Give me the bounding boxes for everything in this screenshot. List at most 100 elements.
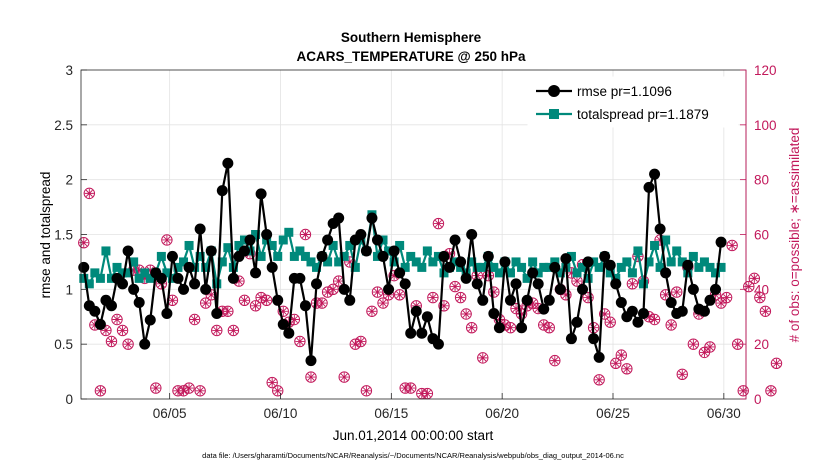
rmse-point — [499, 256, 511, 268]
rmse-point — [444, 261, 456, 273]
obs-assimilated-point — [483, 271, 493, 281]
totalspread-point — [323, 257, 333, 267]
totalspread-point — [666, 257, 676, 267]
rmse-point — [715, 236, 727, 248]
obs-assimilated-point — [223, 306, 233, 316]
rmse-point — [438, 250, 450, 262]
totalspread-point — [450, 257, 460, 267]
rmse-point — [654, 223, 666, 235]
totalspread-point — [661, 235, 671, 245]
totalspread-point — [672, 246, 682, 256]
rmse-point — [200, 283, 212, 295]
rmse-point — [477, 294, 489, 306]
totalspread-point — [417, 262, 427, 272]
y-tick-label: 1.5 — [54, 228, 73, 243]
obs-assimilated-point — [528, 298, 538, 308]
obs-possible-point — [460, 308, 472, 320]
obs-assimilated-point — [90, 320, 100, 330]
obs-assimilated-point — [389, 271, 399, 281]
obs-assimilated-point — [766, 386, 776, 396]
rmse-point — [604, 259, 616, 271]
totalspread-point — [694, 262, 704, 272]
x-tick-label: 06/25 — [596, 406, 630, 421]
obs-possible-point — [377, 297, 389, 309]
obs-assimilated-point — [550, 356, 560, 366]
obs-possible-point — [100, 324, 112, 337]
totalspread-point — [95, 273, 105, 283]
obs-assimilated-point — [566, 268, 577, 278]
rmse-point — [166, 250, 178, 262]
obs-possible-point — [737, 385, 749, 397]
obs-assimilated-point — [106, 336, 117, 347]
obs-assimilated-point — [716, 298, 726, 308]
rmse-point — [599, 250, 611, 262]
obs-assimilated-point — [422, 388, 432, 399]
obs-possible-point — [582, 291, 594, 304]
obs-assimilated-point — [561, 290, 571, 300]
obs-assimilated-point — [145, 265, 155, 275]
obs-possible-point — [626, 278, 639, 290]
rmse-point — [250, 267, 262, 279]
obs-possible-point — [371, 286, 384, 298]
totalspread-point — [179, 257, 189, 267]
totalspread-point — [566, 251, 576, 261]
rmse-point — [610, 278, 622, 290]
obs-possible-point — [238, 294, 251, 306]
rmse-point — [577, 283, 589, 295]
y-tick-label: 3 — [65, 63, 73, 78]
obs-assimilated-point — [367, 306, 377, 316]
obs-assimilated-point — [478, 353, 488, 363]
rmse-point — [543, 294, 555, 306]
rmse-point — [560, 253, 572, 265]
obs-assimilated-point — [544, 323, 554, 333]
obs-assimilated-point — [428, 292, 438, 303]
rmse-point — [261, 229, 273, 240]
obs-possible-point — [305, 371, 317, 383]
obs-assimilated-point — [201, 298, 211, 308]
obs-possible-point — [338, 371, 350, 383]
obs-assimilated-point — [733, 339, 743, 349]
totalspread-point — [284, 227, 294, 237]
rmse-point — [432, 338, 444, 350]
rmse-series — [78, 157, 727, 367]
obs-assimilated-point — [600, 309, 610, 319]
rmse-point — [338, 283, 350, 295]
chart-subtitle: ACARS_TEMPERATURE @ 250 hPa — [297, 49, 526, 64]
totalspread-point — [289, 251, 299, 261]
rmse-point — [455, 256, 467, 268]
obs-possible-point — [277, 305, 289, 317]
rmse-point — [333, 212, 345, 224]
rmse-point — [371, 234, 383, 246]
rmse-point — [637, 307, 649, 319]
totalspread-point — [389, 257, 399, 267]
obs-assimilated-point — [489, 287, 499, 297]
obs-possible-point — [720, 291, 733, 304]
totalspread-point — [223, 243, 233, 253]
rmse-point — [189, 278, 201, 290]
totalspread-point — [511, 257, 521, 267]
obs-assimilated-point — [328, 284, 338, 294]
rmse-point — [687, 283, 699, 295]
totalspread-point — [522, 273, 532, 283]
rmse-point — [710, 283, 722, 295]
y2-tick-label: 0 — [754, 392, 762, 407]
rmse-point — [593, 351, 605, 363]
totalspread-point — [433, 251, 443, 261]
obs-assimilated-point — [95, 386, 105, 396]
obs-assimilated-point — [605, 317, 615, 327]
obs-assimilated-point — [516, 309, 527, 319]
obs-assimilated-point — [666, 320, 676, 330]
obs-possible-point — [211, 324, 223, 337]
obs-possible-point — [427, 291, 439, 304]
obs-assimilated-point — [273, 386, 283, 396]
totalspread-point — [644, 257, 654, 267]
totalspread-point — [278, 235, 288, 245]
totalspread-point — [605, 268, 615, 278]
totalspread-point — [267, 240, 277, 250]
obs-possible-point — [593, 374, 605, 386]
rmse-point — [660, 267, 672, 279]
obs-assimilated-point — [339, 372, 349, 382]
totalspread-point — [184, 240, 194, 250]
obs-assimilated-point — [417, 388, 427, 399]
rmse-point — [704, 294, 716, 306]
